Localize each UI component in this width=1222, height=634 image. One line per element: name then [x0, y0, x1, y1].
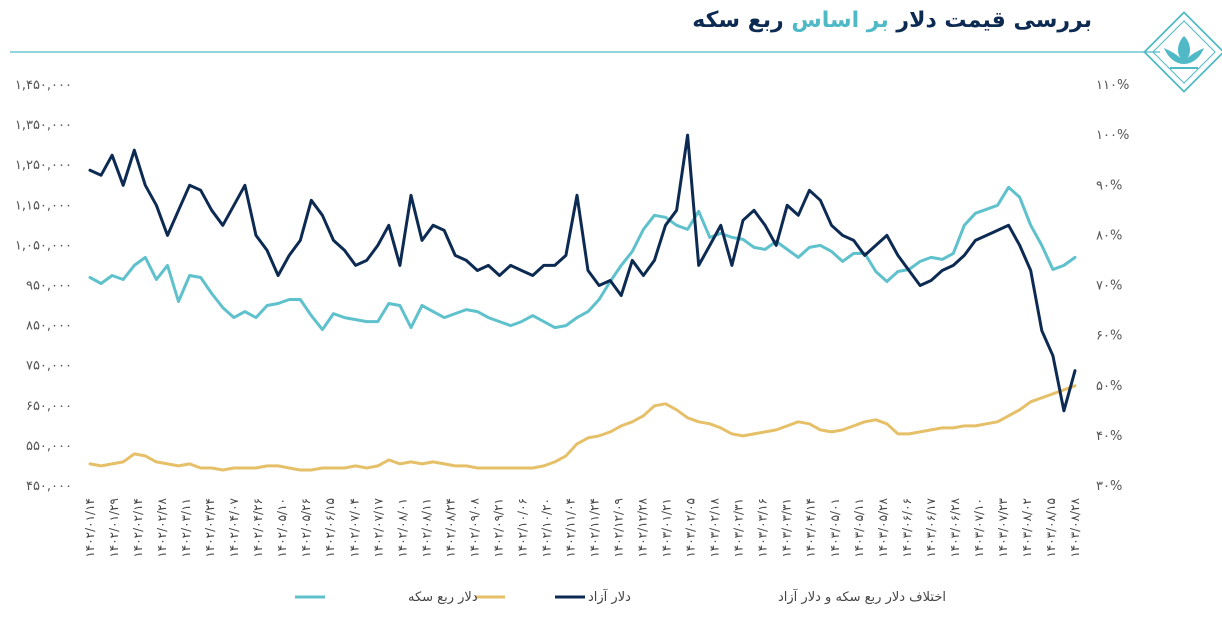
- x-tick-label: ۱۴۰۲/۱۰/۰۶: [515, 498, 529, 558]
- x-tick-label: ۱۴۰۲/۰۶/۱۵: [323, 498, 337, 558]
- series-line-1: [88, 384, 1077, 472]
- right-tick-label: ۳۰%: [1096, 479, 1122, 494]
- x-tick-label: ۱۴۰۳/۰۲/۳۱: [732, 498, 746, 558]
- x-tick-label: ۱۴۰۲/۰۳/۲۴: [203, 498, 217, 558]
- x-tick-label: ۱۴۰۲/۰۷/۰۴: [347, 498, 361, 558]
- x-tick-label: ۱۴۰۲/۰۵/۱۰: [275, 498, 289, 558]
- right-tick-label: ۸۰%: [1096, 228, 1122, 243]
- left-tick-label: ۱,۳۵۰,۰۰۰: [15, 118, 72, 133]
- x-tick-label: ۱۴۰۳/۰۸/۲۸: [1068, 497, 1082, 557]
- right-tick-label: ۱۱۰%: [1096, 78, 1129, 93]
- x-tick-label: ۱۴۰۳/۰۸/۱۵: [1044, 498, 1058, 558]
- x-tick-label: ۱۴۰۳/۰۴/۱۴: [804, 498, 818, 558]
- x-tick-label: ۱۴۰۲/۱۰/۲۰: [540, 498, 554, 558]
- x-tick-label: ۱۴۰۲/۰۸/۰۱: [395, 498, 409, 558]
- x-tick-label: ۱۴۰۳/۰۳/۱۶: [756, 498, 770, 558]
- right-tick-label: ۱۰۰%: [1096, 128, 1129, 143]
- series-line-2: [88, 133, 1077, 413]
- left-tick-label: ۷۵۰,۰۰۰: [26, 359, 72, 374]
- x-tick-label: ۱۴۰۲/۰۷/۱۷: [371, 497, 385, 557]
- x-tick-label: ۱۴۰۳/۰۷/۱۰: [972, 498, 986, 558]
- x-tick-label: ۱۴۰۲/۰۵/۲۶: [299, 498, 313, 558]
- x-tick-label: ۱۴۰۲/۰۸/۱۱: [419, 498, 433, 558]
- legend-label: دلار ربع سکه: [408, 590, 478, 605]
- left-tick-label: ۶۵۰,۰۰۰: [26, 399, 72, 414]
- x-tick-label: ۱۴۰۳/۰۶/۲۸: [948, 497, 962, 557]
- left-tick-label: ۵۵۰,۰۰۰: [26, 439, 72, 454]
- right-tick-label: ۹۰%: [1096, 178, 1122, 193]
- title-part-2: بر اساس: [791, 8, 889, 33]
- title-part-1: بررسی قیمت دلار: [888, 8, 1092, 33]
- x-tick-label: ۱۴۰۲/۰۲/۲۸: [155, 497, 169, 557]
- x-axis: ۱۴۰۲/۰۱/۱۴ ۱۴۰۲/۰۱/۲۹ ۱۴۰۲/۰۲/۱۴ ۱۴۰۲/۰۲/۲۸…: [83, 497, 1082, 557]
- legend-label: اختلاف دلار ربع سکه و دلار آزاد: [778, 588, 946, 605]
- x-tick-label: ۱۴۰۳/۰۲/۱۸: [708, 497, 722, 557]
- x-tick-label: ۱۴۰۳/۰۵/۱۱: [852, 498, 866, 558]
- left-tick-label: ۱,۲۵۰,۰۰۰: [15, 158, 72, 173]
- series-layer: [88, 133, 1077, 472]
- left-tick-label: ۹۵۰,۰۰۰: [26, 279, 72, 294]
- right-tick-label: ۶۰%: [1096, 329, 1122, 344]
- x-tick-label: ۱۴۰۲/۰۱/۲۹: [107, 498, 121, 558]
- x-tick-label: ۱۴۰۲/۰۴/۰۷: [227, 497, 241, 557]
- x-tick-label: ۱۴۰۲/۰۱/۱۴: [83, 498, 97, 558]
- right-tick-label: ۷۰%: [1096, 279, 1122, 294]
- left-tick-label: ۱,۱۵۰,۰۰۰: [15, 198, 72, 213]
- x-tick-label: ۱۴۰۲/۱۲/۲۸: [636, 497, 650, 557]
- page-title: بررسی قیمت دلار بر اساس ربع سکه: [692, 8, 1092, 33]
- x-tick-label: ۱۴۰۳/۰۶/۱۷: [924, 497, 938, 557]
- x-tick-label: ۱۴۰۲/۰۹/۰۸: [467, 497, 481, 557]
- x-tick-label: ۱۴۰۳/۰۳/۳۱: [780, 498, 794, 558]
- left-tick-label: ۱,۰۵۰,۰۰۰: [15, 238, 72, 253]
- x-tick-label: ۱۴۰۳/۰۵/۰۱: [828, 498, 842, 558]
- x-tick-label: ۱۴۰۲/۰۳/۱۱: [179, 498, 193, 558]
- x-tick-label: ۱۴۰۳/۰۸/۰۲: [1020, 498, 1034, 558]
- lotus-logo-icon: [1143, 11, 1222, 93]
- x-tick-label: ۱۴۰۲/۰۹/۲۱: [491, 498, 505, 558]
- x-tick-label: ۱۴۰۲/۰۸/۲۴: [443, 498, 457, 558]
- right-axis: ۱۱۰% ۱۰۰% ۹۰% ۸۰% ۷۰% ۶۰% ۵۰% ۴۰% ۳۰%: [1096, 78, 1129, 494]
- left-tick-label: ۴۵۰,۰۰۰: [26, 479, 72, 494]
- legend: اختلاف دلار ربع سکه و دلار آزاد دلار آزاد…: [295, 588, 946, 605]
- legend-label: دلار آزاد: [588, 588, 631, 605]
- x-tick-label: ۱۴۰۳/۰۶/۰۶: [900, 498, 914, 558]
- x-tick-label: ۱۴۰۳/۰۱/۲۱: [660, 498, 674, 558]
- right-tick-label: ۵۰%: [1096, 379, 1122, 394]
- x-tick-label: ۱۴۰۲/۰۴/۲۶: [251, 498, 265, 558]
- x-tick-label: ۱۴۰۲/۱۱/۰۴: [564, 498, 578, 558]
- left-axis: ۱,۴۵۰,۰۰۰ ۱,۳۵۰,۰۰۰ ۱,۲۵۰,۰۰۰ ۱,۱۵۰,۰۰۰ ۱,۰۵…: [15, 78, 72, 494]
- x-tick-label: ۱۴۰۲/۱۱/۲۴: [588, 498, 602, 558]
- x-tick-label: ۱۴۰۳/۰۲/۰۵: [684, 498, 698, 558]
- x-tick-label: ۱۴۰۳/۰۷/۲۳: [996, 497, 1010, 557]
- right-tick-label: ۴۰%: [1096, 429, 1122, 444]
- x-tick-label: ۱۴۰۲/۰۲/۱۴: [131, 498, 145, 558]
- series-line-0: [88, 185, 1077, 332]
- title-part-3: ربع سکه: [692, 8, 792, 33]
- x-tick-label: ۱۴۰۲/۱۲/۰۹: [612, 498, 626, 558]
- x-tick-label: ۱۴۰۳/۰۵/۲۸: [876, 497, 890, 557]
- left-tick-label: ۸۵۰,۰۰۰: [26, 319, 72, 334]
- left-tick-label: ۱,۴۵۰,۰۰۰: [15, 78, 72, 93]
